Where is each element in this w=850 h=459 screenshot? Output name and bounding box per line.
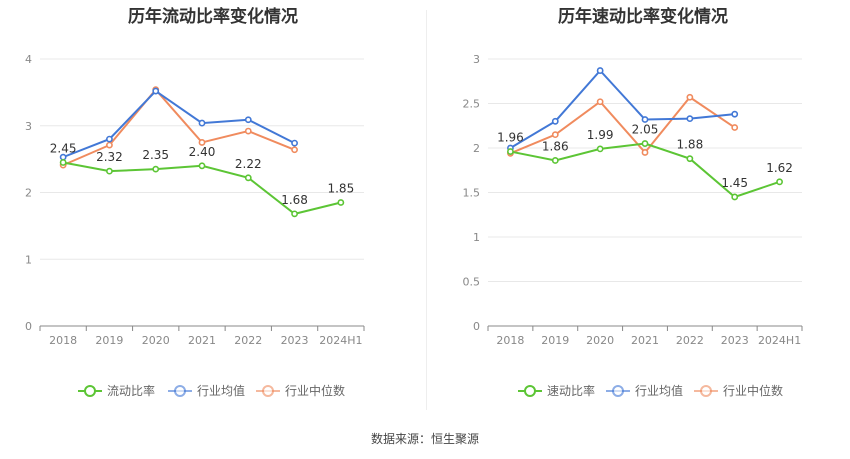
data-point <box>198 139 206 146</box>
data-point <box>337 199 345 206</box>
x-tick-label: 2020 <box>586 334 614 347</box>
data-point <box>686 115 694 123</box>
data-point <box>776 178 783 186</box>
data-point <box>244 174 252 182</box>
data-label: 1.99 <box>587 128 614 142</box>
legend-marker <box>84 385 96 397</box>
data-label: 1.88 <box>676 138 703 152</box>
data-label: 1.45 <box>721 176 748 190</box>
data-point <box>244 127 252 135</box>
current-ratio-chart: 0 1 2 3 4 2018 2019 2020 2021 2022 2023 2024H1 2.45 2… <box>25 53 365 398</box>
data-point <box>686 155 694 163</box>
data-point <box>596 67 604 74</box>
data-point <box>106 167 113 175</box>
data-point <box>507 148 514 155</box>
y-tick-label: 3 <box>25 120 32 133</box>
series-line <box>510 95 736 155</box>
legend-label: 行业均值 <box>197 383 245 398</box>
x-tick-label: 2023 <box>721 334 749 347</box>
x-tick-label: 2024H1 <box>758 334 801 347</box>
data-point <box>686 93 694 101</box>
legend-label: 速动比率 <box>547 383 595 398</box>
data-point <box>291 139 298 147</box>
x-tick-label: 2019 <box>541 334 569 347</box>
series-line <box>509 69 735 149</box>
legend-label: 行业均值 <box>635 383 683 398</box>
data-label: 2.35 <box>142 148 169 162</box>
data-point <box>198 162 206 170</box>
data-point <box>291 210 298 218</box>
y-tick-label: 0 <box>25 320 32 333</box>
data-point <box>551 157 559 164</box>
data-point <box>59 159 67 166</box>
y-tick-label: 3 <box>473 53 480 66</box>
data-point <box>596 145 604 153</box>
data-label: 1.86 <box>542 139 569 153</box>
legend-label: 流动比率 <box>107 383 155 398</box>
data-point <box>596 98 604 106</box>
x-tick-label: 2018 <box>496 334 524 347</box>
y-tick-label: 4 <box>25 53 32 66</box>
y-tick-label: 2.5 <box>463 98 481 111</box>
data-point <box>152 87 160 95</box>
x-tick-label: 2023 <box>281 334 309 347</box>
data-point <box>641 149 649 156</box>
y-tick-label: 1.5 <box>463 187 481 200</box>
legend-label: 行业中位数 <box>285 383 345 398</box>
legend-marker <box>262 385 274 397</box>
data-point <box>106 141 113 149</box>
chart-title-current-ratio: 历年流动比率变化情况 <box>128 7 298 27</box>
data-point <box>551 117 559 125</box>
data-label: 2.40 <box>189 145 216 159</box>
data-point <box>291 146 298 154</box>
data-point <box>244 116 252 124</box>
data-point <box>731 110 739 118</box>
data-point <box>152 165 160 173</box>
data-point <box>551 131 559 139</box>
y-tick-label: 2 <box>25 187 32 200</box>
y-tick-label: 2 <box>473 142 480 155</box>
x-tick-label: 2024H1 <box>319 334 362 347</box>
series-line <box>62 89 296 159</box>
data-label: 1.62 <box>766 161 793 175</box>
data-label: 1.85 <box>327 182 354 196</box>
data-source-note: 数据来源：恒生聚源 <box>370 432 479 446</box>
legend-marker <box>174 385 186 397</box>
y-tick-label: 0 <box>473 320 480 333</box>
y-tick-label: 1 <box>25 253 32 266</box>
legend-marker <box>524 385 536 397</box>
x-tick-label: 2018 <box>49 334 77 347</box>
data-label: 1.96 <box>497 131 524 145</box>
legend-label: 行业中位数 <box>723 383 783 398</box>
data-label: 1.68 <box>281 193 308 207</box>
data-label: 2.05 <box>632 123 659 137</box>
y-tick-label: 1 <box>473 231 480 244</box>
legend-marker <box>700 385 712 397</box>
x-tick-label: 2021 <box>188 334 216 347</box>
x-tick-label: 2019 <box>95 334 123 347</box>
x-tick-label: 2021 <box>631 334 659 347</box>
data-point <box>198 119 206 127</box>
x-tick-label: 2020 <box>142 334 170 347</box>
chart-title-quick-ratio: 历年速动比率变化情况 <box>558 7 728 27</box>
data-point <box>641 116 649 123</box>
legend-marker <box>612 385 624 397</box>
data-label: 2.32 <box>96 150 123 164</box>
chart-divider <box>426 10 427 410</box>
data-point <box>641 140 649 147</box>
data-point <box>106 135 113 143</box>
quick-ratio-chart: 0 0.5 1 1.5 2 2.5 3 2018 2019 2020 2021 2022 2023 202… <box>463 53 803 398</box>
data-label: 2.45 <box>50 141 77 155</box>
x-tick-label: 2022 <box>234 334 262 347</box>
x-tick-label: 2022 <box>676 334 704 347</box>
data-point <box>731 193 739 201</box>
y-tick-label: 0.5 <box>463 276 481 289</box>
series-line <box>62 88 295 167</box>
data-point <box>731 124 739 131</box>
data-label: 2.22 <box>235 157 262 171</box>
